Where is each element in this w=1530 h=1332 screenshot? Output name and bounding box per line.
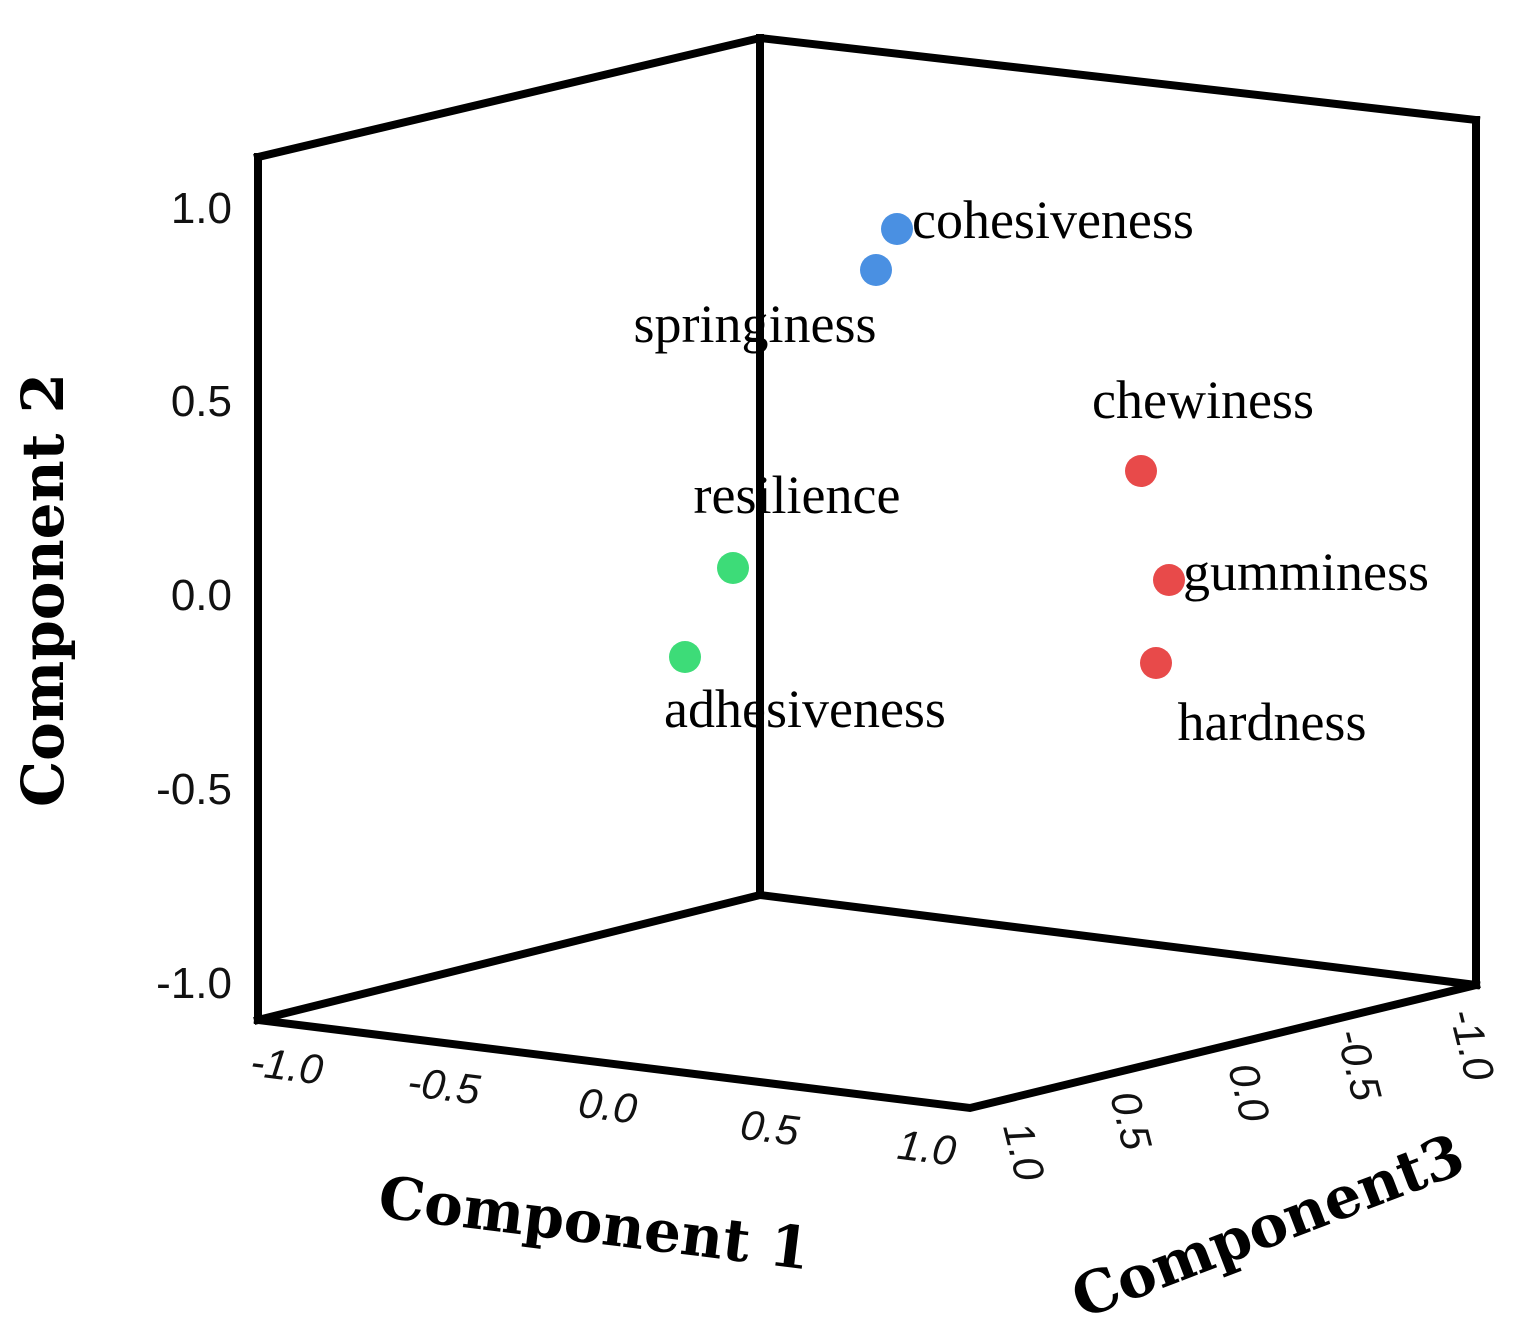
z-tick-label: 0.5	[1101, 1086, 1161, 1155]
y-tick-label: 0.5	[171, 377, 232, 426]
z-tick-label: -1.0	[1441, 1004, 1504, 1086]
floor-front-edge	[253, 980, 1481, 1113]
data-point-springiness	[860, 254, 892, 286]
data-point-chewiness	[1125, 455, 1157, 487]
floor-back-edge	[253, 890, 1481, 1025]
point-label-cohesiveness: cohesiveness	[912, 190, 1194, 250]
data-point-adhesiveness	[669, 641, 701, 673]
data-point-hardness	[1140, 647, 1172, 679]
y-axis-title: Component 2	[9, 373, 77, 807]
y-tick-label: -0.5	[156, 765, 232, 814]
x-axis-ticks: -1.0 -0.5 0.0 0.5 1.0	[248, 1038, 959, 1175]
y-tick-label: -1.0	[156, 959, 232, 1008]
grid-lines	[258, 204, 1476, 983]
x-tick-label: 0.5	[738, 1101, 802, 1155]
data-point-resilience	[717, 552, 749, 584]
data-points	[669, 213, 1185, 679]
x-axis-title: Component 1	[375, 1163, 814, 1283]
y-tick-label: 0.0	[171, 571, 232, 620]
point-labels: cohesiveness springiness resilience adhesiv…	[634, 190, 1430, 752]
z-tick-label: -0.5	[1328, 1024, 1391, 1106]
x-tick-label: 1.0	[895, 1121, 959, 1175]
back-wall-top-edge	[253, 33, 1481, 162]
point-label-gumminess: gumminess	[1183, 542, 1429, 602]
point-label-adhesiveness: adhesiveness	[664, 679, 946, 739]
x-tick-label: 0.0	[576, 1079, 640, 1133]
data-point-gumminess	[1153, 564, 1185, 596]
x-tick-label: -1.0	[248, 1038, 326, 1094]
y-tick-label: 1.0	[171, 184, 232, 233]
z-tick-label: 0.0	[1219, 1058, 1279, 1127]
y-axis-ticks: 1.0 0.5 0.0 -0.5 -1.0	[156, 184, 232, 1008]
point-label-hardness: hardness	[1178, 692, 1367, 752]
x-tick-label: -0.5	[405, 1058, 483, 1114]
point-label-resilience: resilience	[694, 465, 901, 525]
data-point-cohesiveness	[881, 213, 913, 245]
point-label-springiness: springiness	[634, 294, 877, 354]
point-label-chewiness: chewiness	[1092, 370, 1314, 430]
z-tick-label: 1.0	[994, 1117, 1054, 1186]
box-frame	[253, 33, 1481, 1113]
